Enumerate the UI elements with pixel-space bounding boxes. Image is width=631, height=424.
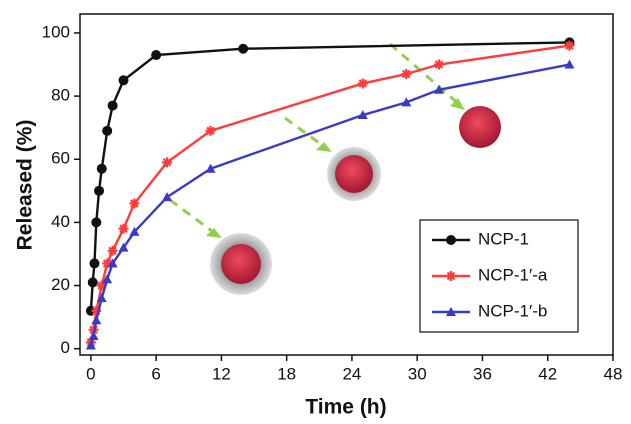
data-point bbox=[357, 110, 368, 120]
legend-label: NCP-1′-b bbox=[478, 301, 547, 320]
y-tick-label: 60 bbox=[51, 149, 70, 168]
x-tick-label: 30 bbox=[408, 364, 427, 383]
legend-label: NCP-1 bbox=[478, 229, 529, 248]
data-point bbox=[91, 305, 102, 316]
legend-marker bbox=[446, 271, 456, 281]
data-point bbox=[357, 78, 368, 89]
data-point bbox=[205, 125, 216, 136]
data-point bbox=[102, 274, 113, 284]
data-point bbox=[151, 50, 162, 61]
data-point bbox=[564, 40, 575, 51]
series-line bbox=[89, 63, 570, 346]
plot-frame bbox=[79, 13, 614, 356]
data-point bbox=[129, 226, 140, 236]
data-point bbox=[107, 258, 118, 268]
data-point bbox=[118, 223, 129, 234]
data-point bbox=[238, 43, 249, 54]
legend-marker bbox=[446, 235, 456, 245]
y-tick-label: 40 bbox=[51, 212, 70, 231]
data-point bbox=[89, 258, 100, 269]
data-point bbox=[96, 280, 107, 291]
data-point bbox=[102, 125, 113, 136]
data-point bbox=[96, 163, 107, 174]
x-tick-label: 12 bbox=[212, 364, 231, 383]
data-point bbox=[87, 277, 98, 288]
y-tick-label: 20 bbox=[51, 275, 70, 294]
data-point bbox=[162, 192, 173, 202]
data-point bbox=[94, 185, 105, 196]
data-point bbox=[107, 245, 118, 256]
data-point bbox=[118, 75, 129, 86]
y-axis-label: Released (%) bbox=[14, 120, 37, 251]
data-point bbox=[433, 59, 444, 70]
data-point bbox=[433, 84, 444, 94]
x-tick-label: 0 bbox=[86, 364, 95, 383]
x-tick-label: 48 bbox=[604, 364, 623, 383]
data-point bbox=[96, 293, 107, 303]
decoration bbox=[169, 42, 501, 295]
x-tick-label: 42 bbox=[538, 364, 557, 383]
x-tick-label: 36 bbox=[473, 364, 492, 383]
y-tick-label: 80 bbox=[51, 86, 70, 105]
x-tick-label: 24 bbox=[342, 364, 361, 383]
data-point bbox=[91, 217, 102, 228]
data-point bbox=[91, 315, 102, 325]
data-point bbox=[401, 68, 412, 79]
data-point bbox=[401, 97, 412, 107]
x-tick-label: 6 bbox=[151, 364, 160, 383]
data-point bbox=[129, 198, 140, 209]
data-point bbox=[102, 258, 113, 269]
y-tick-label: 0 bbox=[61, 338, 70, 357]
legend-label: NCP-1′-a bbox=[478, 265, 548, 284]
data-point bbox=[85, 340, 96, 350]
y-tick-label: 100 bbox=[42, 22, 70, 41]
data-point bbox=[162, 157, 173, 168]
data-point bbox=[205, 163, 216, 173]
x-tick-label: 18 bbox=[277, 364, 296, 383]
data-point bbox=[88, 331, 99, 341]
data-point bbox=[107, 100, 118, 111]
data-point bbox=[118, 242, 129, 252]
legend-marker bbox=[446, 307, 456, 316]
data-point bbox=[564, 59, 575, 69]
x-axis-label: Time (h) bbox=[305, 396, 386, 419]
